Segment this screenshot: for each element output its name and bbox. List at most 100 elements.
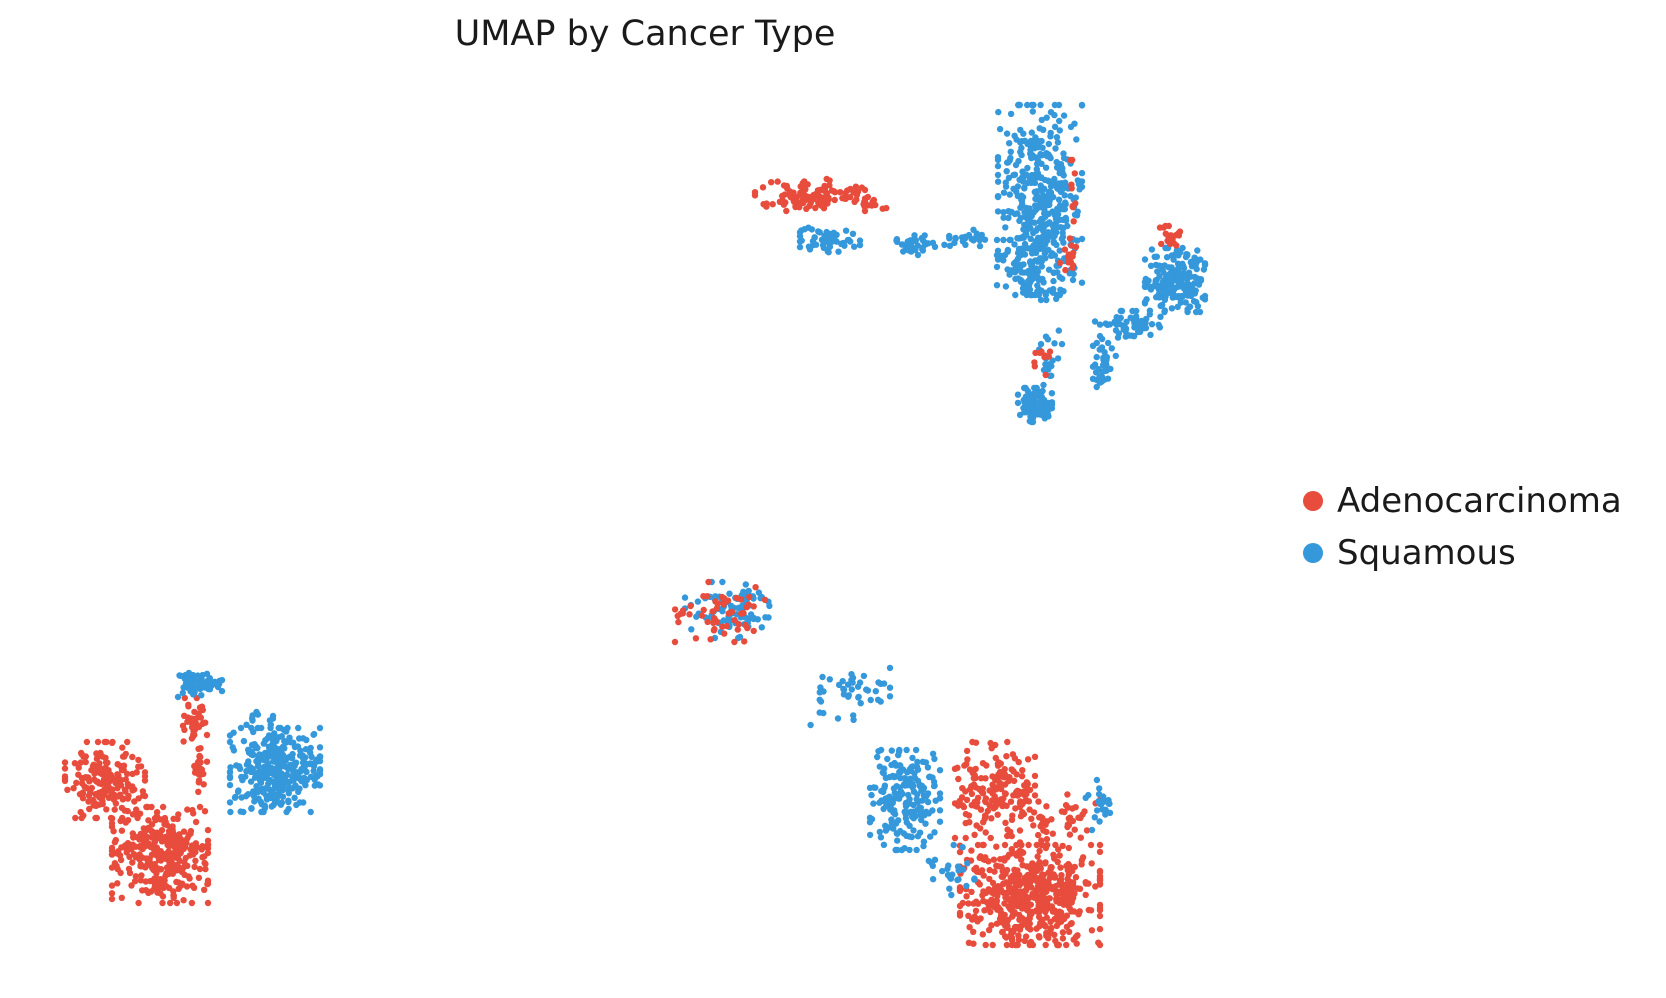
point-adenocarcinoma <box>752 584 759 591</box>
point-squamous <box>1002 283 1010 290</box>
point-adenocarcinoma <box>1019 767 1026 774</box>
point-adenocarcinoma <box>117 817 124 825</box>
point-squamous <box>931 829 938 836</box>
point-squamous <box>840 686 848 694</box>
point-squamous <box>300 799 307 806</box>
point-adenocarcinoma <box>989 790 996 797</box>
point-adenocarcinoma <box>970 900 977 907</box>
point-squamous <box>1020 261 1027 268</box>
point-squamous <box>281 763 288 770</box>
point-squamous <box>1023 171 1030 178</box>
point-squamous <box>912 746 920 754</box>
point-squamous <box>1029 418 1037 426</box>
point-squamous <box>1032 195 1039 203</box>
point-adenocarcinoma <box>981 907 988 914</box>
point-squamous <box>897 762 904 769</box>
point-adenocarcinoma <box>75 764 82 771</box>
point-adenocarcinoma <box>71 760 79 767</box>
point-squamous <box>248 724 255 732</box>
point-squamous <box>316 757 324 765</box>
point-squamous <box>1095 798 1102 805</box>
point-adenocarcinoma <box>1001 841 1009 849</box>
point-adenocarcinoma <box>199 843 206 850</box>
point-adenocarcinoma <box>83 738 91 746</box>
point-adenocarcinoma <box>997 909 1005 916</box>
point-adenocarcinoma <box>987 834 994 842</box>
point-adenocarcinoma <box>1087 841 1095 849</box>
point-adenocarcinoma <box>962 834 969 842</box>
point-squamous <box>298 765 305 773</box>
point-adenocarcinoma <box>850 189 857 196</box>
point-squamous <box>1052 145 1059 152</box>
point-adenocarcinoma <box>181 694 188 702</box>
point-adenocarcinoma <box>129 811 137 818</box>
point-squamous <box>766 602 773 610</box>
point-squamous <box>1175 265 1182 272</box>
point-squamous <box>238 773 245 781</box>
point-adenocarcinoma <box>1088 927 1096 934</box>
point-squamous <box>1058 340 1066 348</box>
point-squamous <box>876 828 883 836</box>
point-adenocarcinoma <box>994 863 1002 870</box>
point-adenocarcinoma <box>784 185 791 192</box>
point-squamous <box>866 831 874 839</box>
point-adenocarcinoma <box>1047 918 1054 925</box>
point-adenocarcinoma <box>96 764 103 771</box>
point-adenocarcinoma <box>121 807 128 814</box>
point-adenocarcinoma <box>1019 902 1026 910</box>
point-squamous <box>1104 339 1112 347</box>
point-adenocarcinoma <box>99 753 106 760</box>
point-adenocarcinoma <box>1030 822 1037 829</box>
point-squamous <box>976 242 984 250</box>
point-adenocarcinoma <box>955 775 962 783</box>
point-adenocarcinoma <box>707 636 714 643</box>
point-squamous <box>929 774 936 781</box>
point-adenocarcinoma <box>178 867 186 875</box>
point-squamous <box>936 790 944 797</box>
point-adenocarcinoma <box>1048 883 1055 891</box>
point-adenocarcinoma <box>978 867 986 874</box>
point-squamous <box>914 806 921 814</box>
point-squamous <box>283 808 290 816</box>
point-adenocarcinoma <box>998 773 1005 780</box>
point-adenocarcinoma <box>997 888 1004 895</box>
point-squamous <box>870 800 877 807</box>
point-squamous <box>1051 340 1058 347</box>
point-adenocarcinoma <box>1028 815 1035 822</box>
point-squamous <box>277 800 285 807</box>
point-squamous <box>890 807 898 814</box>
point-adenocarcinoma <box>979 760 987 767</box>
point-squamous <box>1135 328 1142 336</box>
point-adenocarcinoma <box>972 739 980 746</box>
point-squamous <box>1024 221 1031 228</box>
point-squamous <box>226 732 234 739</box>
point-adenocarcinoma <box>75 771 82 778</box>
point-squamous <box>758 624 765 631</box>
point-adenocarcinoma <box>165 848 172 855</box>
point-squamous <box>1005 214 1012 222</box>
point-squamous <box>914 777 922 785</box>
point-squamous <box>1042 361 1049 368</box>
point-squamous <box>263 773 270 781</box>
point-adenocarcinoma <box>1003 934 1010 941</box>
point-adenocarcinoma <box>1042 898 1050 905</box>
point-squamous <box>1113 321 1121 328</box>
point-squamous <box>850 712 857 719</box>
point-squamous <box>1188 286 1196 293</box>
point-squamous <box>257 768 264 775</box>
point-squamous <box>252 743 260 750</box>
point-adenocarcinoma <box>1081 808 1088 815</box>
point-squamous <box>237 808 244 815</box>
point-squamous <box>1163 290 1171 297</box>
point-adenocarcinoma <box>1076 908 1083 915</box>
point-squamous <box>1195 281 1203 288</box>
point-adenocarcinoma <box>1166 240 1174 247</box>
point-adenocarcinoma <box>956 887 964 894</box>
point-squamous <box>238 794 245 801</box>
point-adenocarcinoma <box>204 849 212 857</box>
point-squamous <box>248 751 255 758</box>
point-squamous <box>886 664 894 672</box>
point-squamous <box>936 767 944 774</box>
point-adenocarcinoma <box>996 783 1003 790</box>
point-adenocarcinoma <box>1008 816 1016 823</box>
